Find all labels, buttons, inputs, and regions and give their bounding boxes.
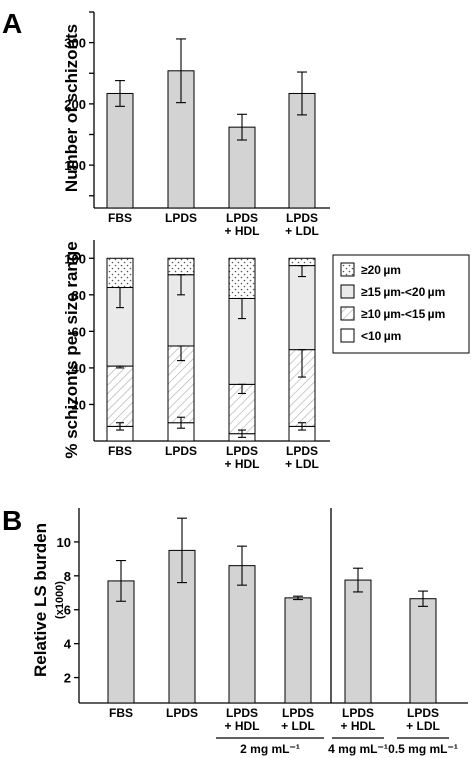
a-bottom-category-label-0-line-0: FBS <box>108 444 132 458</box>
a-bottom-segment-1-3 <box>167 257 195 276</box>
b-concentration-label-1: 4 mg mL⁻¹ <box>328 742 388 756</box>
a-bottom-segment-3-2 <box>288 265 316 351</box>
b-tick-label-0: 2 <box>64 671 71 686</box>
b-concentration-label-2: 0.5 mg mL⁻¹ <box>388 742 458 756</box>
legend-swatch-1 <box>340 306 355 321</box>
b-category-label-5-line-1: + LDL <box>406 719 440 733</box>
legend-label-1: ≥10 µm-<15 µm <box>361 307 445 321</box>
a-bottom-category-label-2-line-0: LPDS <box>226 444 258 458</box>
a-bottom-tick-label-1: 40 <box>72 361 86 376</box>
b-category-label-1-line-0: LPDS <box>166 706 198 720</box>
panel-b-ylabel-sub: (x1000) <box>54 581 66 619</box>
a-bottom-category-label-2-line-1: + HDL <box>224 457 259 471</box>
b-tick-label-2: 6 <box>64 603 71 618</box>
b-tick-label-4: 10 <box>57 535 71 550</box>
legend-label-0: <10 µm <box>361 329 401 343</box>
legend-box <box>332 254 470 354</box>
legend-swatch-3 <box>340 262 355 277</box>
a-top-category-label-1-line-0: LPDS <box>165 211 197 225</box>
a-bottom-tick-label-4: 100 <box>64 251 86 266</box>
b-category-label-5-line-0: LPDS <box>407 706 439 720</box>
b-bar-4 <box>344 579 372 704</box>
panel-b-ylabel: Relative LS burden <box>31 523 50 677</box>
a-bottom-segment-3-3 <box>288 257 316 267</box>
panel-a-letter: A <box>2 8 22 39</box>
b-category-label-2-line-1: + HDL <box>224 719 259 733</box>
b-bar-2 <box>228 565 256 704</box>
a-bottom-segment-0-1 <box>106 365 134 427</box>
panel-b-letter: B <box>2 505 22 536</box>
a-bottom-category-label-3-line-1: + LDL <box>285 457 319 471</box>
a-top-tick-label-2: 300 <box>64 36 86 51</box>
a-top-category-label-3-line-1: + LDL <box>285 224 319 238</box>
b-concentration-label-0: 2 mg mL⁻¹ <box>240 742 300 756</box>
a-bottom-tick-label-3: 80 <box>72 288 86 303</box>
legend-swatch-0 <box>340 328 355 343</box>
panel-a-top-ylabel: Number of schizonts <box>62 24 81 192</box>
a-bottom-category-label-3-line-0: LPDS <box>286 444 318 458</box>
legend-size-range: ≥20 µm ≥15 µm-<20 µm ≥10 µm-<15 µm <10 µm <box>332 254 470 354</box>
b-bar-5 <box>409 598 437 704</box>
b-category-label-4-line-1: + HDL <box>340 719 375 733</box>
b-category-label-0-line-0: FBS <box>109 706 133 720</box>
a-bottom-segment-2-3 <box>228 257 256 299</box>
b-category-label-4-line-0: LPDS <box>342 706 374 720</box>
b-tick-label-3: 8 <box>64 569 71 584</box>
legend-label-2: ≥15 µm-<20 µm <box>361 285 445 299</box>
b-tick-label-1: 4 <box>64 637 72 652</box>
b-category-label-3-line-1: + LDL <box>281 719 315 733</box>
b-category-label-2-line-0: LPDS <box>226 706 258 720</box>
a-bottom-tick-label-0: 20 <box>72 397 86 412</box>
a-bottom-category-label-1-line-0: LPDS <box>165 444 197 458</box>
panel-a-bottom-ylabel: % schizonts per size range <box>62 241 81 458</box>
b-category-label-3-line-0: LPDS <box>282 706 314 720</box>
a-top-bar-2 <box>228 126 256 209</box>
a-top-tick-label-1: 200 <box>64 97 86 112</box>
a-bottom-segment-0-3 <box>106 257 134 289</box>
a-top-tick-label-0: 100 <box>64 158 86 173</box>
a-top-category-label-3-line-0: LPDS <box>286 211 318 225</box>
a-top-bar-0 <box>106 92 134 209</box>
legend-label-3: ≥20 µm <box>361 263 401 277</box>
b-bar-3 <box>284 597 312 704</box>
legend-swatch-2 <box>340 284 355 299</box>
a-top-category-label-0-line-0: FBS <box>108 211 132 225</box>
a-top-category-label-2-line-0: LPDS <box>226 211 258 225</box>
a-top-category-label-2-line-1: + HDL <box>224 224 259 238</box>
a-bottom-tick-label-2: 60 <box>72 324 86 339</box>
